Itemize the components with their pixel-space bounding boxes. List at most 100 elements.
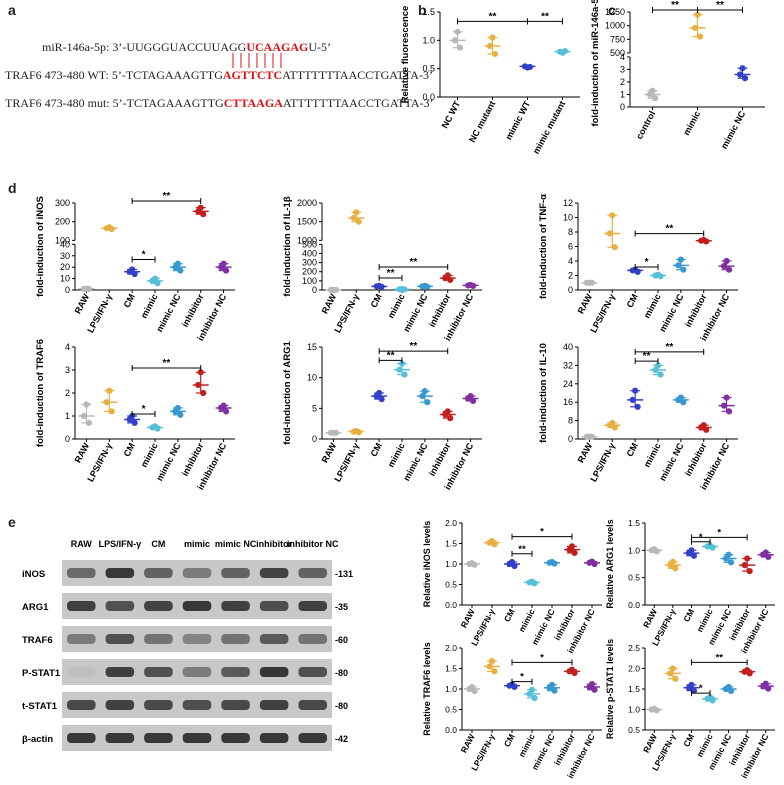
data-point (220, 402, 227, 409)
mut-sequence: TRAF6 473-480 mut: 5’-TCTAGAAAGTTGCTTAAG… (5, 96, 434, 111)
data-point (688, 681, 695, 689)
sig-label: ** (671, 0, 679, 11)
x-tick-label: mimic (516, 607, 536, 634)
blot-band (298, 700, 327, 710)
y-tick-label: 100 (55, 235, 70, 245)
wt-binding-site: AGTTCTC (222, 68, 283, 82)
data-point (611, 424, 618, 431)
data-point (741, 75, 749, 82)
data-point (151, 275, 159, 282)
blot-band (298, 634, 327, 644)
y-tick-label: 1500 (297, 217, 317, 227)
data-point (588, 680, 596, 688)
y-tick-label: 1 (65, 411, 70, 421)
data-point (669, 665, 676, 672)
x-tick-label: mimic (139, 292, 160, 320)
y-tick-label: 0.5 (445, 705, 457, 715)
data-point (677, 394, 684, 401)
x-tick-label: mimic (139, 441, 160, 469)
y-tick-label: 1.0 (422, 35, 435, 45)
x-tick-label: CM (681, 732, 696, 748)
x-tick-label: inhibitor (427, 441, 453, 478)
y-tick-label: 1.5 (445, 664, 457, 674)
blot-band (67, 700, 96, 710)
data-point (727, 559, 735, 566)
data-point (222, 267, 230, 274)
y-tick-label: 0.5 (628, 573, 640, 583)
y-tick-label: 15 (307, 342, 317, 352)
data-point (634, 403, 641, 410)
blot-band (67, 733, 96, 743)
data-point (591, 686, 598, 693)
x-tick-label: mimic mutant (531, 99, 567, 155)
sig-label: * (142, 404, 146, 415)
x-tick-label: RAW (73, 292, 92, 316)
data-point (511, 562, 518, 570)
data-point (469, 282, 477, 289)
x-tick-label: CM (502, 607, 517, 623)
blot-band (105, 601, 135, 611)
blot-band (221, 634, 250, 644)
data-point (551, 687, 558, 694)
x-tick-label: mimic (681, 109, 702, 137)
y-tick-label: 1 (620, 89, 625, 99)
blot-row-label: iNOS (22, 569, 45, 580)
blot-band (144, 601, 173, 611)
data-point (222, 408, 230, 415)
data-point (571, 669, 578, 677)
blot-band (105, 568, 135, 578)
mir-sequence: miR-146a-5p: 3’-UUGGGUACCUUAGGUCAAGAGU-5… (42, 40, 331, 55)
x-tick-label: RAW (641, 731, 660, 754)
data-point (511, 683, 518, 691)
x-tick-label: inhibitor (683, 292, 709, 329)
blot-kda-label: -80 (335, 701, 348, 711)
x-tick-label: RAW (320, 292, 339, 316)
data-point (691, 24, 699, 31)
blot-band (67, 568, 96, 578)
y-tick-label: 1250 (605, 7, 625, 17)
sig-label: ** (643, 351, 651, 362)
y-tick-label: 0 (620, 102, 625, 112)
data-point (454, 28, 461, 35)
data-point (467, 392, 474, 400)
y-tick-label: 500 (302, 239, 317, 249)
y-tick-label: 1.5 (422, 7, 435, 17)
data-point (471, 561, 478, 568)
y-tick-label: 24 (563, 379, 573, 389)
data-point (131, 270, 138, 278)
y-axis-label: fold-induction of ARG1 (282, 340, 293, 444)
data-point (667, 670, 674, 677)
y-axis-label: Relative ARG1 levels (605, 519, 615, 608)
data-point (739, 65, 746, 72)
y-axis-label: Relative TRAF6 levels (422, 642, 432, 736)
blot-band (67, 634, 96, 644)
blot-band (298, 568, 327, 578)
y-tick-label: 20 (60, 262, 70, 272)
data-point (568, 543, 576, 550)
x-tick-label: CM (502, 732, 517, 748)
data-point (421, 388, 428, 395)
blot-band (182, 700, 212, 710)
blot-kda-label: -42 (335, 734, 348, 744)
y-tick-label: 0.5 (422, 64, 435, 74)
data-point (744, 555, 751, 562)
sig-label: * (540, 527, 544, 538)
x-tick-label: NC WT (440, 99, 463, 130)
y-tick-label: 5 (312, 403, 317, 413)
wt-seq-prefix: TRAF6 473-480 WT: 5’-TCTAGAAAGTTG (5, 68, 223, 82)
data-point (469, 397, 477, 405)
data-point (725, 408, 733, 415)
blot-band (298, 601, 327, 611)
blot-band (221, 667, 250, 677)
blot-lane-label: inhibitor NC (287, 539, 339, 549)
sig-label: ** (410, 341, 418, 352)
data-point (486, 663, 493, 670)
data-point (332, 429, 340, 436)
y-tick-label: 0.0 (422, 92, 435, 102)
data-point (447, 276, 454, 284)
data-point (609, 419, 616, 426)
blot-lane-label: LPS/IFN-γ (99, 539, 142, 549)
data-point (634, 268, 641, 275)
